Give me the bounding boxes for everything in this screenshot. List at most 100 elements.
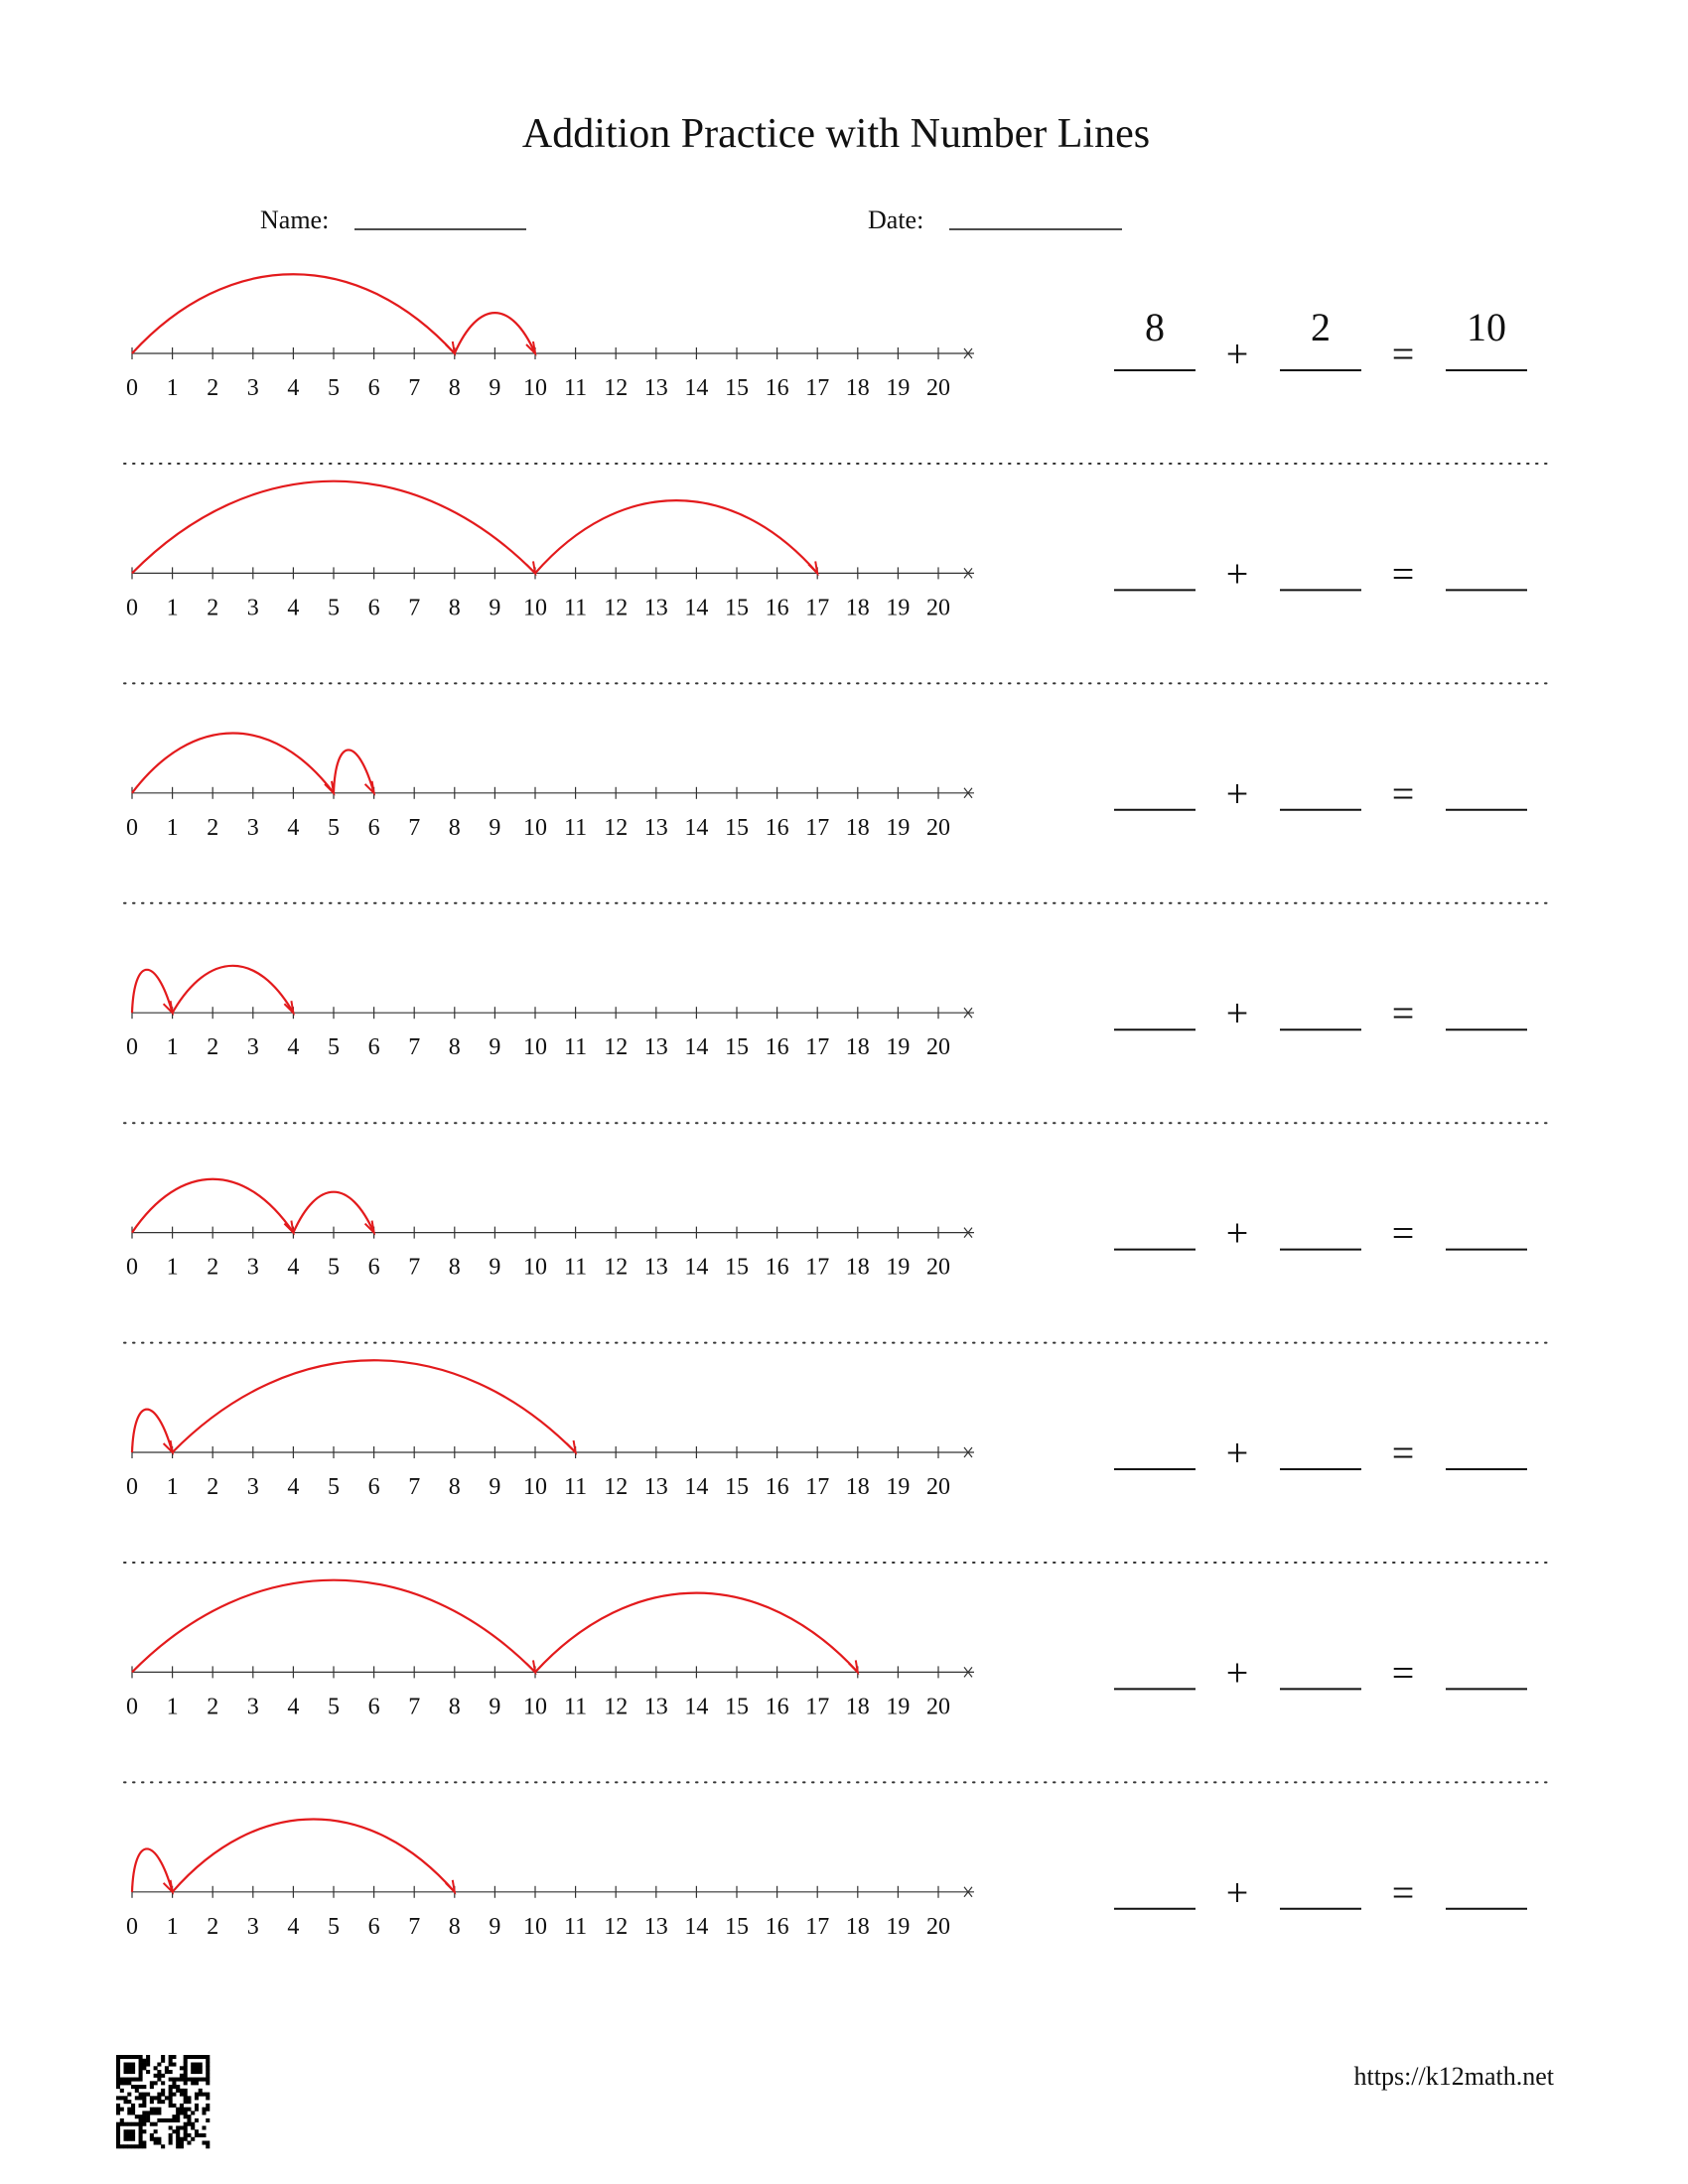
qr-cell	[138, 2125, 143, 2130]
qr-cell	[206, 2077, 211, 2082]
jump-arc	[131, 732, 335, 794]
qr-cell	[168, 2096, 173, 2101]
qr-cell	[149, 2121, 154, 2126]
tick-label: 16	[766, 1694, 789, 1719]
tick-label: 0	[126, 375, 138, 401]
tick-label: 17	[805, 1474, 829, 1500]
tick-label: 17	[805, 1914, 829, 1940]
qr-cell	[116, 2070, 121, 2075]
qr-cell	[164, 2096, 169, 2101]
tick-label: 6	[368, 1255, 380, 1281]
qr-cell	[138, 2070, 143, 2075]
qr-cell	[194, 2055, 200, 2060]
qr-cell	[198, 2088, 203, 2093]
qr-cell	[202, 2077, 207, 2082]
qr-cell	[116, 2125, 121, 2130]
qr-cell	[142, 2115, 147, 2119]
qr-cell	[183, 2125, 188, 2130]
qr-cell	[183, 2115, 188, 2119]
qr-cell	[138, 2140, 143, 2145]
tick-label: 5	[328, 1034, 340, 1060]
qr-cell	[168, 2055, 173, 2060]
tick-label: 1	[167, 1914, 179, 1940]
qr-cell	[157, 2077, 162, 2082]
tick-label: 5	[328, 815, 340, 841]
qr-cell	[127, 2062, 132, 2067]
equals-sign: =	[1392, 1431, 1415, 1475]
tick-label: 6	[368, 1034, 380, 1060]
qr-cell	[168, 2077, 173, 2082]
qr-cell	[116, 2111, 121, 2116]
qr-cell	[168, 2070, 173, 2075]
qr-cell	[176, 2077, 181, 2082]
qr-cell	[142, 2100, 147, 2105]
tick-label: 10	[523, 1914, 547, 1940]
qr-cell	[194, 2062, 200, 2067]
qr-cell	[168, 2085, 173, 2090]
qr-cell	[206, 2103, 211, 2108]
qr-cell	[191, 2070, 196, 2075]
qr-cell	[116, 2073, 121, 2078]
qr-cell	[149, 2085, 154, 2090]
qr-cell	[198, 2055, 203, 2060]
tick-label: 12	[604, 1034, 628, 1060]
qr-cell	[183, 2058, 188, 2063]
qr-cell	[131, 2121, 136, 2126]
tick-label: 16	[766, 595, 789, 620]
qr-cell	[176, 2136, 181, 2141]
footer-url: https://k12math.net	[1354, 2062, 1555, 2091]
qr-cell	[183, 2070, 188, 2075]
qr-cell	[202, 2140, 207, 2145]
qr-cell	[131, 2070, 136, 2075]
qr-cell	[138, 2132, 143, 2138]
qr-cell	[153, 2111, 158, 2116]
qr-cell	[168, 2088, 173, 2093]
tick-label: 15	[725, 1694, 749, 1719]
qr-cell	[191, 2066, 196, 2071]
qr-cell	[194, 2070, 200, 2075]
tick-label: 15	[725, 1914, 749, 1940]
tick-label: 15	[725, 595, 749, 620]
qr-cell	[183, 2096, 188, 2101]
qr-cell	[194, 2103, 200, 2108]
qr-cell	[138, 2096, 143, 2101]
qr-cell	[157, 2062, 162, 2067]
qr-cell	[172, 2085, 177, 2090]
qr-cell	[168, 2140, 173, 2145]
qr-cell	[138, 2077, 143, 2082]
tick-label: 16	[766, 1914, 789, 1940]
tick-label: 7	[408, 815, 420, 841]
tick-label: 17	[805, 1034, 829, 1060]
jump-arc	[332, 749, 375, 794]
tick-label: 9	[489, 595, 500, 620]
qr-cell	[194, 2129, 200, 2134]
axis-end	[963, 347, 973, 359]
qr-cell	[142, 2117, 147, 2122]
title: Addition Practice with Number Lines	[522, 111, 1150, 157]
tick-label: 17	[805, 815, 829, 841]
tick-label: 6	[368, 1914, 380, 1940]
qr-cell	[164, 2070, 169, 2075]
qr-cell	[183, 2062, 188, 2067]
qr-cell	[123, 2062, 128, 2067]
tick-label: 12	[604, 1474, 628, 1500]
qr-cell	[176, 2088, 181, 2093]
qr-cell	[119, 2117, 124, 2122]
equals-sign: =	[1392, 991, 1415, 1035]
qr-cell	[131, 2136, 136, 2141]
qr-cell	[191, 2125, 196, 2130]
qr-cell	[194, 2132, 200, 2138]
qr-cell	[168, 2125, 173, 2130]
qr-cell	[146, 2070, 151, 2075]
tick-label: 18	[846, 1694, 870, 1719]
qr-cell	[198, 2066, 203, 2071]
qr-cell	[123, 2070, 128, 2075]
qr-cell	[157, 2140, 162, 2145]
equals-sign: =	[1392, 1650, 1415, 1695]
arrow-head	[807, 561, 819, 577]
qr-cell	[116, 2096, 121, 2101]
qr-cell	[172, 2092, 177, 2097]
qr-cell	[157, 2096, 162, 2101]
qr-cell	[119, 2107, 124, 2112]
